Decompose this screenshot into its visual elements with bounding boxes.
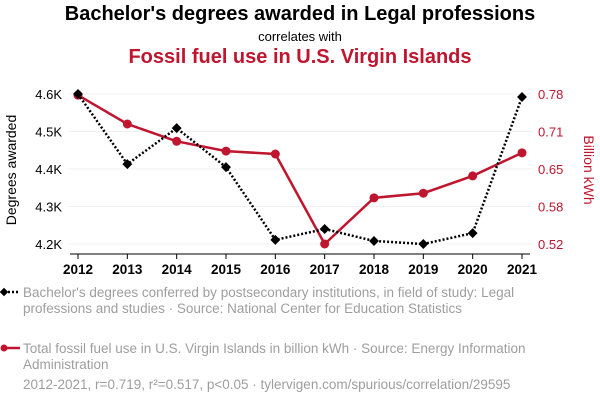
y-axis-left-label: Degrees awarded bbox=[3, 115, 19, 226]
y-left-tick-label: 4.6K bbox=[35, 87, 62, 102]
series1-line bbox=[76, 93, 524, 246]
legend-marker-series2 bbox=[0, 344, 20, 352]
series2-point bbox=[468, 171, 478, 181]
series1-point bbox=[221, 162, 231, 173]
x-tick-label: 2013 bbox=[112, 262, 143, 277]
series1-point bbox=[467, 228, 478, 239]
legend-series2: Total fossil fuel use in U.S. Virgin Isl… bbox=[23, 341, 526, 372]
series1-point bbox=[369, 236, 379, 246]
x-tick-label: 2012 bbox=[63, 262, 93, 277]
y-right-tick-label: 0.78 bbox=[538, 87, 563, 102]
series2-point bbox=[270, 149, 280, 159]
series2-point bbox=[369, 193, 379, 203]
x-tick-label: 2021 bbox=[507, 262, 538, 277]
y-left-tick-label: 4.5K bbox=[35, 125, 62, 140]
x-tick-label: 2019 bbox=[408, 262, 438, 277]
series1-point bbox=[517, 92, 527, 102]
series2-point bbox=[221, 146, 231, 156]
series1-point bbox=[73, 89, 83, 99]
series1-point bbox=[270, 234, 281, 245]
series2-line bbox=[77, 94, 523, 247]
y-left-tick-label: 4.3K bbox=[35, 200, 62, 215]
chart-subtitle: correlates with bbox=[258, 29, 342, 44]
x-tick-label: 2018 bbox=[359, 262, 390, 277]
series1-point bbox=[122, 159, 133, 170]
x-tick-label: 2020 bbox=[458, 262, 488, 277]
y-axis-right-label: Billion kWh bbox=[581, 135, 597, 204]
y-left-tick-label: 4.2K bbox=[35, 237, 62, 252]
footer-stats: 2012-2021, r=0.719, r²=0.517, p<0.05 · t… bbox=[23, 377, 511, 392]
y-right-tick-label: 0.71 bbox=[538, 125, 563, 140]
y-right-tick-label: 0.65 bbox=[538, 162, 563, 177]
series1-point bbox=[171, 123, 182, 134]
legend-marker-series1 bbox=[0, 287, 20, 297]
chart-title: Bachelor's degrees awarded in Legal prof… bbox=[64, 3, 536, 25]
legend-series1: Bachelor's degrees conferred by postseco… bbox=[23, 285, 515, 316]
series2-point bbox=[320, 239, 330, 249]
series2-point bbox=[122, 119, 132, 129]
y-right-tick-label: 0.58 bbox=[538, 200, 563, 215]
series2-point bbox=[172, 136, 182, 146]
series2-point bbox=[418, 188, 428, 198]
x-tick-label: 2017 bbox=[310, 262, 340, 277]
series1-point bbox=[319, 224, 330, 234]
chart: 4.2K 4.3K 4.4K 4.5K 4.6K 0.52 0.58 0.65 0.71 0.78… bbox=[3, 87, 597, 277]
chart-title-2: Fossil fuel use in U.S. Virgin Islands bbox=[128, 46, 472, 68]
y-left-tick-label: 4.4K bbox=[35, 162, 62, 177]
x-tick-label: 2015 bbox=[211, 262, 242, 277]
y-right-tick-label: 0.52 bbox=[538, 237, 563, 252]
x-tick-label: 2016 bbox=[260, 262, 291, 277]
series2-point bbox=[517, 148, 527, 158]
series1-point bbox=[418, 239, 429, 249]
x-tick-label: 2014 bbox=[162, 262, 193, 277]
